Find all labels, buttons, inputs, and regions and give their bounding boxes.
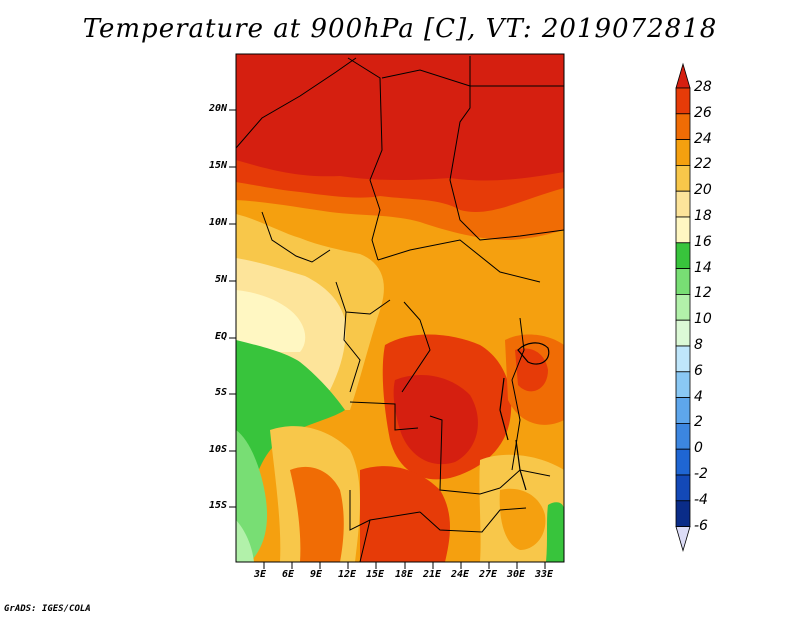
lake-outlines <box>499 342 550 491</box>
lon-label: 18E <box>395 569 414 580</box>
colorbar-swatch <box>675 448 691 476</box>
colorbar-swatch <box>675 500 691 527</box>
field-southeast-14-16 <box>546 502 564 562</box>
lat-label: 10N <box>208 217 227 228</box>
field-16-18 <box>236 290 306 352</box>
map-frame <box>235 53 565 563</box>
colorbar-bottom-triangle <box>675 526 691 553</box>
colorbar-label: 26 <box>694 104 712 121</box>
colorbar-label: 24 <box>694 130 712 147</box>
colorbar-label: 12 <box>694 285 712 302</box>
colorbar-swatch <box>675 319 691 347</box>
colorbar-swatch <box>675 87 691 115</box>
colorbar-label: 28 <box>694 79 712 95</box>
colorbar-label: 10 <box>694 311 712 328</box>
colorbar-label: -2 <box>694 466 708 482</box>
colorbar-label: 6 <box>694 362 703 379</box>
lat-label: 5S <box>214 387 227 398</box>
lon-label: 33E <box>535 569 554 580</box>
chart-title: Temperature at 900hPa [C], VT: 201907281… <box>82 14 718 44</box>
colorbar-swatch <box>675 190 691 218</box>
colorbar-swatch <box>675 293 691 321</box>
country-borders <box>236 56 564 562</box>
colorbar-swatch <box>675 268 691 295</box>
field-12-14 <box>236 430 268 562</box>
colorbar-swatch <box>675 139 691 166</box>
lat-label: 15N <box>208 160 227 171</box>
field-angola-24-26 <box>290 466 344 562</box>
colorbar-label: 2 <box>694 414 703 431</box>
lon-label: 15E <box>366 569 385 580</box>
temperature-field <box>236 54 564 562</box>
lon-label: 9E <box>310 569 323 580</box>
grads-credit: GrADS: IGES/COLA <box>4 604 91 614</box>
lat-label: 15S <box>208 500 227 511</box>
lat-label: EQ <box>214 331 227 342</box>
colorbar-swatch <box>675 216 691 244</box>
lon-label: 27E <box>479 569 498 580</box>
lat-label: 5N <box>214 274 227 285</box>
colorbar-swatch <box>675 371 691 398</box>
lon-label: 21E <box>423 569 442 580</box>
colorbar-label: 16 <box>694 233 712 250</box>
colorbar-label: 4 <box>694 388 703 405</box>
axis-ticks <box>229 109 546 569</box>
colorbar-label: -4 <box>694 491 708 508</box>
lon-label: 30E <box>507 569 526 580</box>
colorbar-label: 14 <box>694 259 712 276</box>
field-southeast-22-24 <box>499 488 546 550</box>
colorbar-label: 18 <box>694 208 712 224</box>
colorbar-label: -6 <box>694 517 708 534</box>
colorbar-swatch <box>675 113 691 141</box>
colorbar-swatch <box>675 397 691 424</box>
colorbar-label: 22 <box>694 156 712 173</box>
colorbar <box>675 62 691 553</box>
lat-label: 20N <box>208 103 227 114</box>
field-14-16 <box>236 340 345 562</box>
colorbar-swatch <box>675 345 691 373</box>
lon-label: 24E <box>451 569 470 580</box>
colorbar-swatch <box>675 474 691 502</box>
colorbar-top-triangle <box>675 62 691 89</box>
colorbar-swatch <box>675 164 691 192</box>
colorbar-swatch <box>675 242 691 270</box>
field-congo-above-28 <box>393 375 478 465</box>
lon-label: 3E <box>254 569 267 580</box>
lon-label: 6E <box>282 569 295 580</box>
field-east-26-28 <box>515 348 548 392</box>
lon-label: 12E <box>338 569 357 580</box>
colorbar-swatch <box>675 422 691 450</box>
colorbar-label: 20 <box>694 182 712 199</box>
colorbar-label: 8 <box>694 337 703 353</box>
lat-label: 10S <box>208 444 227 455</box>
field-10-12 <box>236 520 254 562</box>
colorbar-label: 0 <box>694 440 703 457</box>
